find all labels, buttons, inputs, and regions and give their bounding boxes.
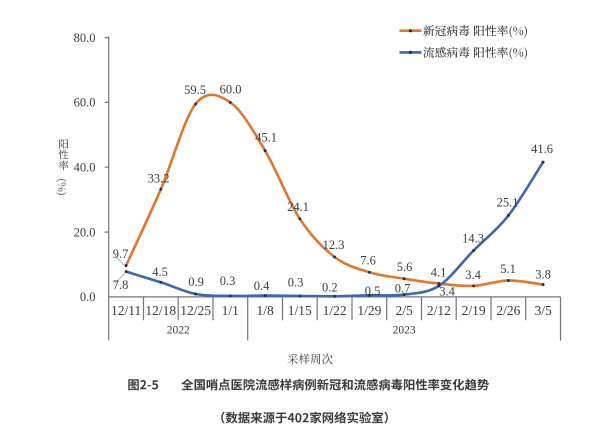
svg-text:4.1: 4.1 <box>431 265 447 279</box>
svg-text:20.0: 20.0 <box>74 225 96 239</box>
svg-text:12/11: 12/11 <box>111 303 141 318</box>
svg-text:0.5: 0.5 <box>365 284 381 298</box>
svg-text:4.5: 4.5 <box>152 265 168 279</box>
svg-text:3/5: 3/5 <box>534 303 552 318</box>
svg-text:0.7: 0.7 <box>395 281 411 295</box>
svg-text:0.3: 0.3 <box>220 274 236 288</box>
svg-text:0.0: 0.0 <box>80 290 96 304</box>
svg-text:25.1: 25.1 <box>497 195 519 209</box>
svg-text:0.4: 0.4 <box>254 279 270 293</box>
svg-text:24.1: 24.1 <box>287 200 309 214</box>
svg-text:3.8: 3.8 <box>535 267 551 281</box>
svg-text:0.9: 0.9 <box>188 275 204 289</box>
svg-text:12.3: 12.3 <box>323 238 345 252</box>
svg-text:60.0: 60.0 <box>74 96 96 110</box>
svg-text:2/5: 2/5 <box>395 303 413 318</box>
svg-text:2/19: 2/19 <box>462 303 486 318</box>
svg-text:1/1: 1/1 <box>222 303 239 318</box>
svg-text:40.0: 40.0 <box>74 161 96 175</box>
svg-text:59.5: 59.5 <box>184 83 206 97</box>
svg-text:41.6: 41.6 <box>531 142 553 156</box>
svg-text:2023: 2023 <box>393 325 416 337</box>
svg-text:60.0: 60.0 <box>220 83 242 97</box>
svg-text:9.7: 9.7 <box>113 247 129 261</box>
svg-text:5.6: 5.6 <box>397 260 413 274</box>
svg-text:1/29: 1/29 <box>357 303 381 318</box>
svg-text:33.2: 33.2 <box>148 171 170 185</box>
svg-text:2022: 2022 <box>167 325 190 337</box>
svg-text:14.3: 14.3 <box>462 232 484 246</box>
svg-text:2/26: 2/26 <box>496 303 520 318</box>
svg-text:12/18: 12/18 <box>145 303 176 318</box>
svg-text:3.4: 3.4 <box>439 285 455 299</box>
svg-text:7.6: 7.6 <box>360 253 376 267</box>
svg-text:3.4: 3.4 <box>465 268 481 282</box>
svg-text:0.3: 0.3 <box>288 275 304 289</box>
svg-text:45.1: 45.1 <box>255 130 277 144</box>
svg-text:1/8: 1/8 <box>256 303 274 318</box>
svg-text:12/25: 12/25 <box>180 303 211 318</box>
svg-text:0.2: 0.2 <box>322 280 338 294</box>
svg-text:7.8: 7.8 <box>113 278 129 292</box>
svg-text:5.1: 5.1 <box>500 262 516 276</box>
svg-text:1/22: 1/22 <box>323 303 347 318</box>
svg-text:80.0: 80.0 <box>74 31 96 45</box>
svg-text:2/12: 2/12 <box>427 303 451 318</box>
svg-text:1/15: 1/15 <box>288 303 312 318</box>
